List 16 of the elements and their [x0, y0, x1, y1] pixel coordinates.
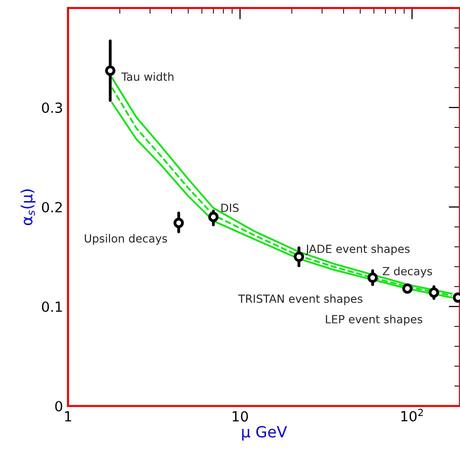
y-tick-label: 0 — [55, 400, 62, 412]
annotation: Upsilon decays — [84, 234, 168, 245]
annotation: DIS — [221, 204, 239, 212]
annotation: LEP event shapes — [326, 314, 422, 326]
x-tick-label: 1 — [65, 411, 72, 422]
annotation: Tau width — [121, 72, 174, 81]
x-axis-title: μ GeV — [242, 426, 288, 440]
annotation: TRISTAN event shapes — [238, 294, 362, 306]
y-tick-label: 0.1 — [42, 301, 62, 312]
y-axis-title: α$_{s}$(μ) — [20, 189, 36, 226]
x-tick-label: 10 — [232, 411, 248, 422]
annotation: JADE event shapes — [305, 244, 410, 256]
x-tick-label: 10$^{2}$ — [401, 408, 423, 422]
y-tick-label: 0.3 — [42, 102, 62, 113]
annotation: Z decays — [382, 266, 432, 278]
y-tick-label: 0.2 — [42, 202, 62, 212]
